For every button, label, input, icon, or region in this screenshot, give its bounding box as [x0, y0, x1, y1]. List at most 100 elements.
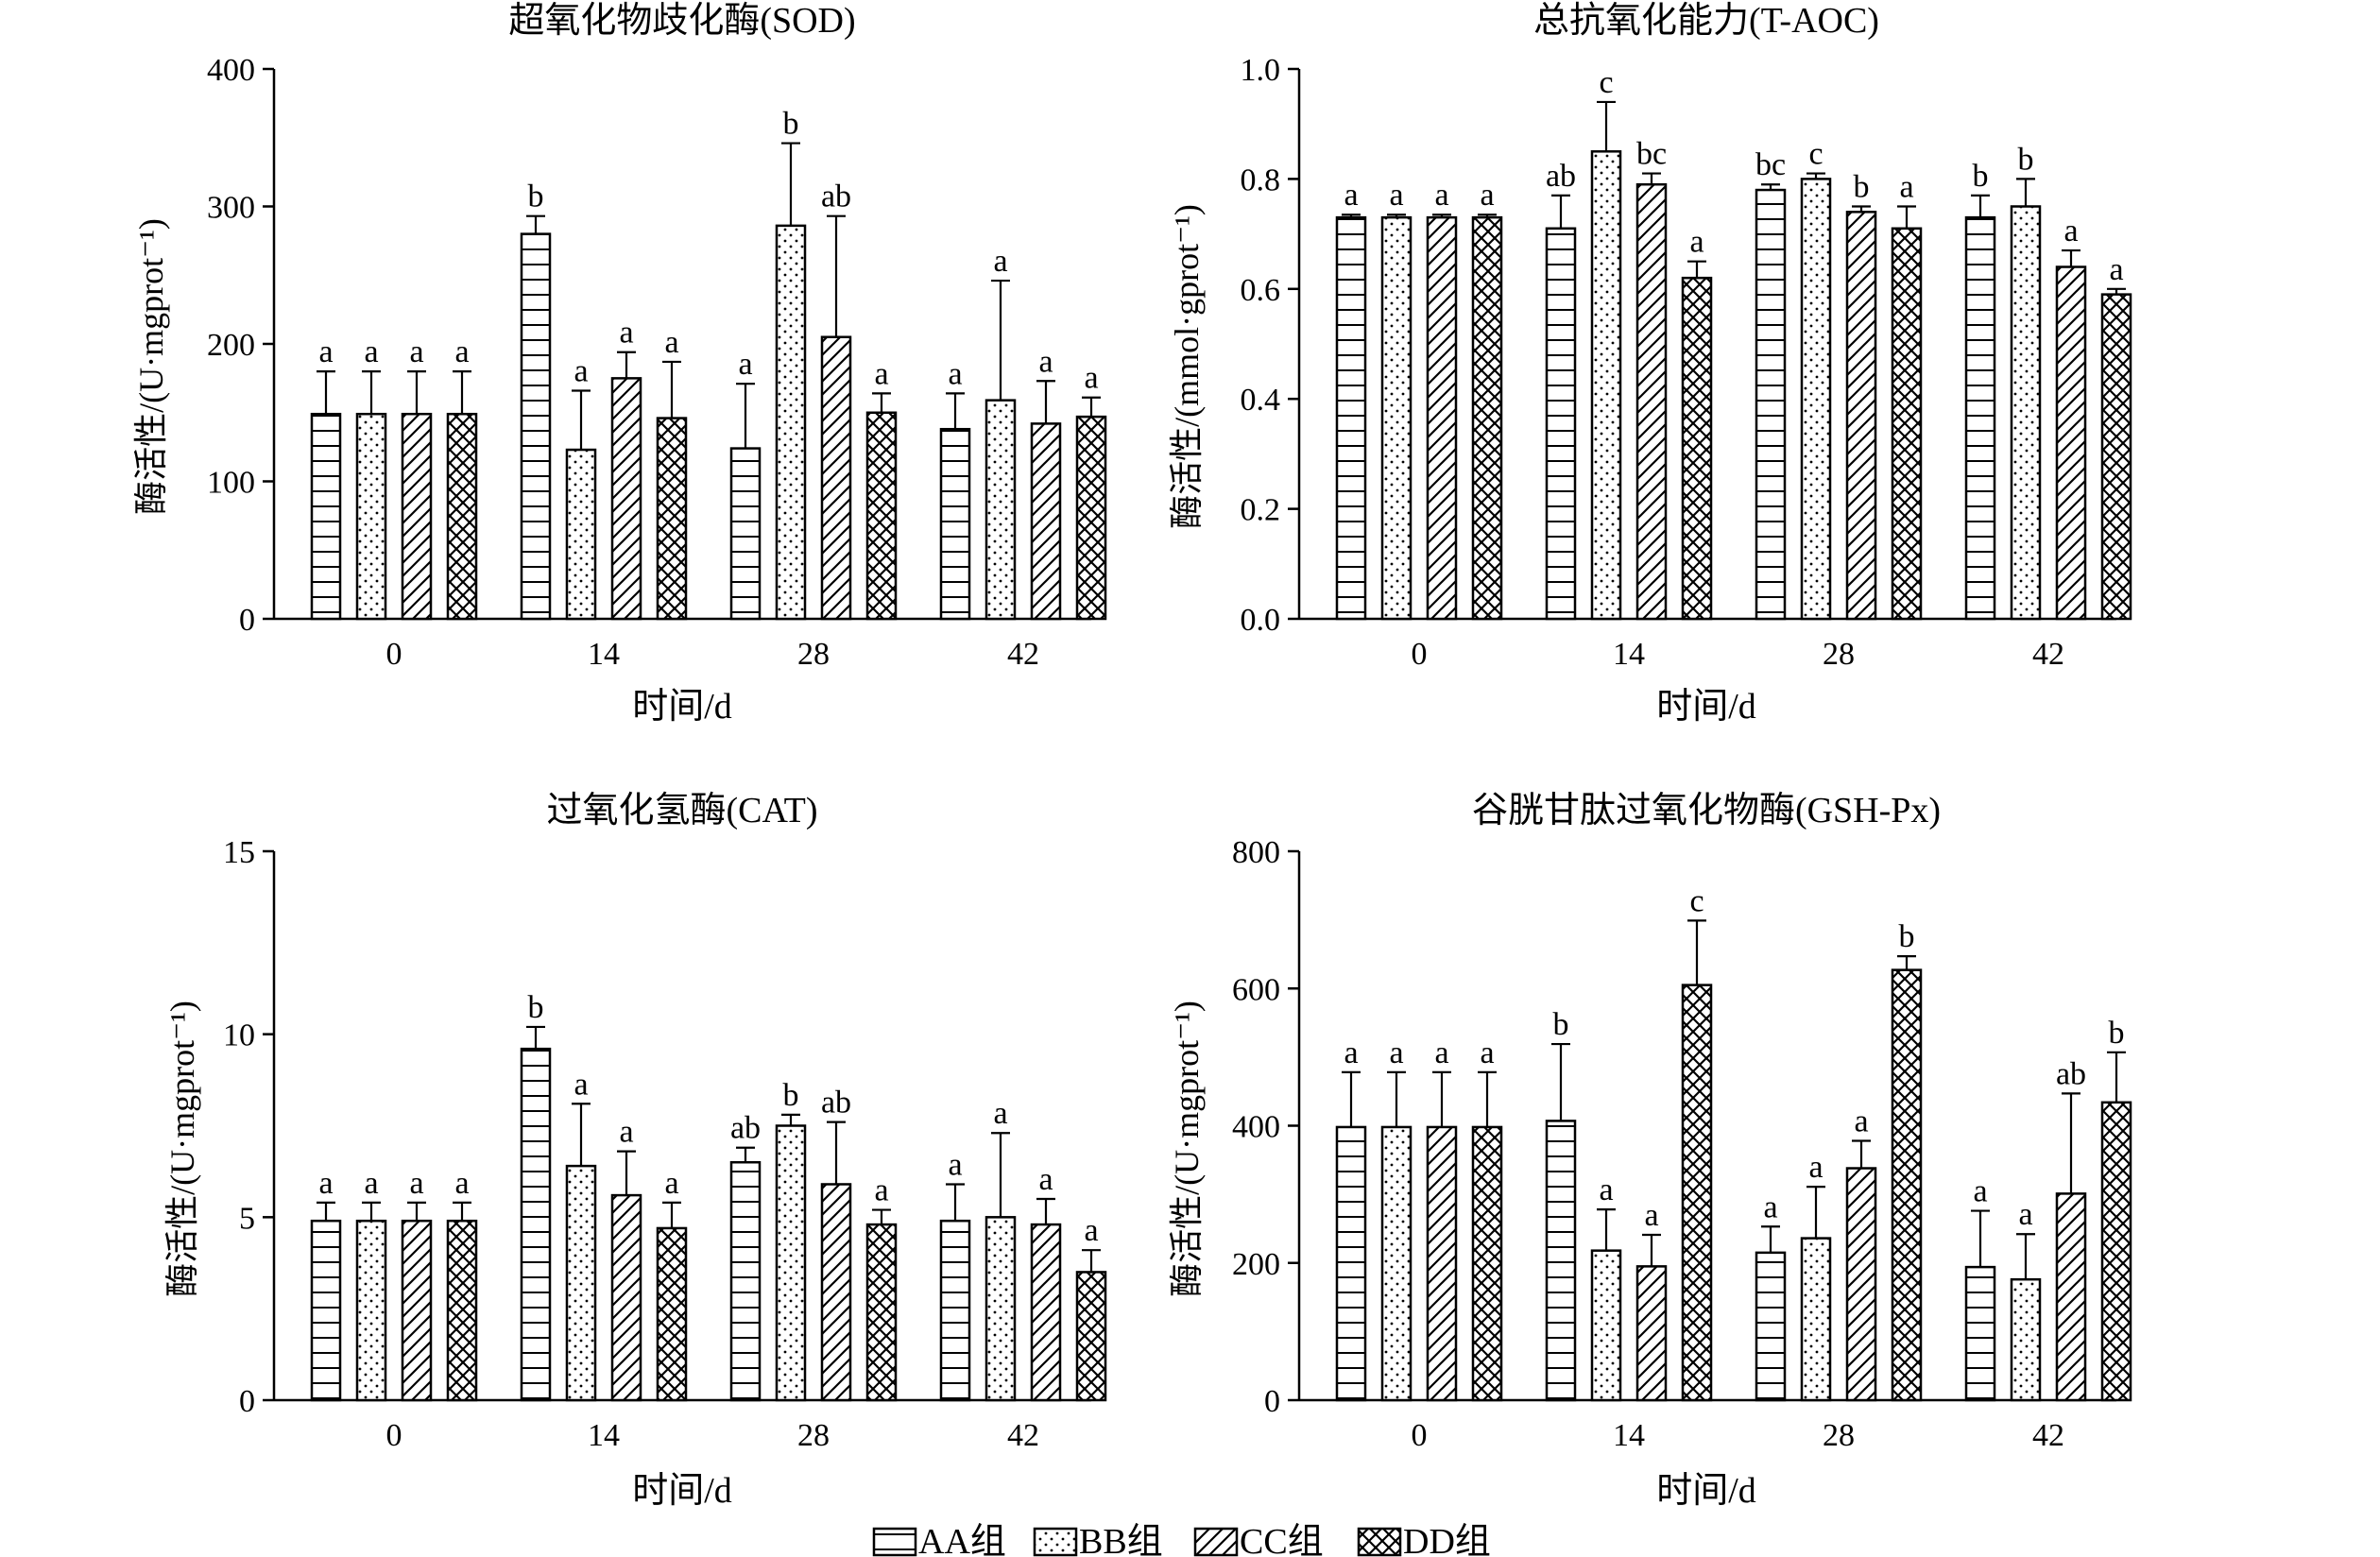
x-tick-label: 42	[1007, 1418, 1039, 1453]
significance-letter: ab	[821, 180, 851, 214]
bar-cc	[1030, 1223, 1062, 1402]
bar-cc	[820, 335, 852, 621]
significance-letter: a	[1084, 361, 1098, 396]
bar-bb	[1590, 1249, 1622, 1402]
y-axis-label: 酶活性/(U·mgprot⁻¹)	[132, 218, 170, 515]
y-tick-label: 0.8	[1241, 163, 1281, 197]
bar-aa	[1335, 215, 1367, 621]
significance-letter: a	[2063, 214, 2078, 248]
x-tick-label: 28	[1823, 637, 1855, 672]
y-axis-label: 酶活性/(mmol·gprot⁻¹)	[1168, 204, 1206, 529]
y-tick-label: 0.4	[1241, 383, 1281, 418]
y-tick-label: 400	[207, 53, 255, 88]
significance-letter: ab	[2056, 1056, 2086, 1091]
significance-letter: a	[1644, 1198, 1658, 1233]
bar-cc	[1426, 1125, 1458, 1402]
bar-cc	[820, 1183, 852, 1402]
significance-letter: a	[1808, 1150, 1823, 1185]
bar-aa	[1335, 1125, 1367, 1402]
significance-letter: a	[574, 353, 588, 388]
panel-sod: 超氧化物歧化酶(SOD) 时间/d 酶活性/(U·mgprot⁻¹) 0 100 2…	[132, 1, 1107, 727]
bar-aa	[1964, 1265, 1996, 1402]
bar-cc	[610, 377, 642, 621]
bar-cc	[1845, 211, 1877, 621]
significance-letter: b	[2018, 142, 2034, 177]
significance-letter: a	[2109, 252, 2123, 287]
y-tick-label: 200	[207, 328, 255, 363]
bar-cc	[1030, 422, 1062, 621]
y-tick-label: 600	[1232, 972, 1280, 1007]
bar-bb	[1800, 1237, 1832, 1402]
bar-cc	[2055, 1192, 2087, 1402]
x-tick-label: 28	[797, 637, 830, 672]
significance-letter: b	[1553, 1007, 1569, 1042]
bar-bb	[1590, 150, 1622, 621]
bar-bb	[355, 412, 387, 621]
panel-title: 总抗氧化能力(T-AOC)	[1533, 1, 1879, 41]
bar-dd	[1471, 215, 1503, 621]
bar-dd	[2100, 1101, 2132, 1402]
significance-letter: a	[738, 347, 752, 382]
significance-letter: a	[1434, 1035, 1448, 1070]
bar-aa	[1755, 188, 1787, 621]
significance-letter: a	[1854, 1104, 1868, 1138]
legend-swatch-hatched	[1193, 1527, 1239, 1557]
legend-swatch-dotted	[1033, 1527, 1078, 1557]
significance-letter: a	[1434, 178, 1448, 213]
significance-letter: ab	[821, 1086, 851, 1121]
significance-letter: a	[619, 316, 633, 351]
x-tick-label: 42	[2032, 1418, 2064, 1453]
significance-letter: bc	[1755, 147, 1786, 182]
bar-bb	[775, 224, 807, 621]
x-axis-label: 时间/d	[1656, 1471, 1756, 1511]
panel-cat: 过氧化氢酶(CAT) 时间/d 酶活性/(U·mgprot⁻¹) 0 5 10 15 0…	[163, 791, 1107, 1511]
significance-letter: ab	[730, 1111, 761, 1146]
y-tick-label: 10	[223, 1018, 255, 1053]
x-axis-label: 时间/d	[632, 687, 732, 727]
significance-letter: a	[1389, 1035, 1403, 1070]
y-axis-label: 酶活性/(U·mgprot⁻¹)	[163, 1001, 201, 1297]
significance-letter: b	[1973, 159, 1989, 194]
significance-letter: a	[318, 1166, 333, 1201]
significance-letter: a	[993, 1096, 1007, 1131]
x-tick-label: 0	[386, 637, 402, 672]
panel-title: 超氧化物歧化酶(SOD)	[508, 1, 855, 41]
x-tick-label: 14	[588, 1418, 620, 1453]
bar-bb	[775, 1124, 807, 1402]
x-tick-label: 0	[1412, 637, 1428, 672]
bar-cc	[1635, 1265, 1668, 1402]
significance-letter: a	[318, 334, 333, 369]
significance-letter: ab	[1546, 159, 1576, 194]
bar-dd	[1891, 968, 1923, 1402]
significance-letter: b	[1854, 170, 1870, 205]
significance-letter: a	[948, 356, 962, 391]
y-tick-label: 0.0	[1241, 603, 1281, 638]
bar-aa	[1755, 1251, 1787, 1402]
bar-bb	[985, 399, 1017, 621]
bar-cc	[401, 412, 433, 621]
significance-letter: b	[2109, 1016, 2125, 1051]
y-tick-label: 800	[1232, 835, 1280, 870]
bar-aa	[1545, 227, 1577, 621]
x-axis-label: 时间/d	[1656, 687, 1756, 727]
bar-dd	[1681, 276, 1713, 621]
significance-letter: a	[409, 1166, 423, 1201]
bar-aa	[520, 232, 552, 621]
bar-aa	[1964, 215, 1996, 621]
x-tick-label: 42	[1007, 637, 1039, 672]
bar-aa	[729, 447, 762, 621]
significance-letter: a	[364, 334, 378, 369]
bar-aa	[729, 1160, 762, 1402]
y-tick-label: 0	[239, 1384, 255, 1419]
bar-aa	[939, 1219, 971, 1402]
significance-letter: c	[1689, 883, 1704, 918]
bar-dd	[865, 411, 898, 621]
bar-dd	[656, 1226, 688, 1402]
significance-letter: c	[1599, 65, 1613, 100]
x-tick-label: 14	[1613, 1418, 1645, 1453]
y-tick-label: 100	[207, 466, 255, 501]
x-tick-label: 42	[2032, 637, 2064, 672]
bar-dd	[1471, 1125, 1503, 1402]
legend-item-bb: BB组	[1033, 1522, 1163, 1557]
significance-letter: a	[1480, 178, 1494, 213]
